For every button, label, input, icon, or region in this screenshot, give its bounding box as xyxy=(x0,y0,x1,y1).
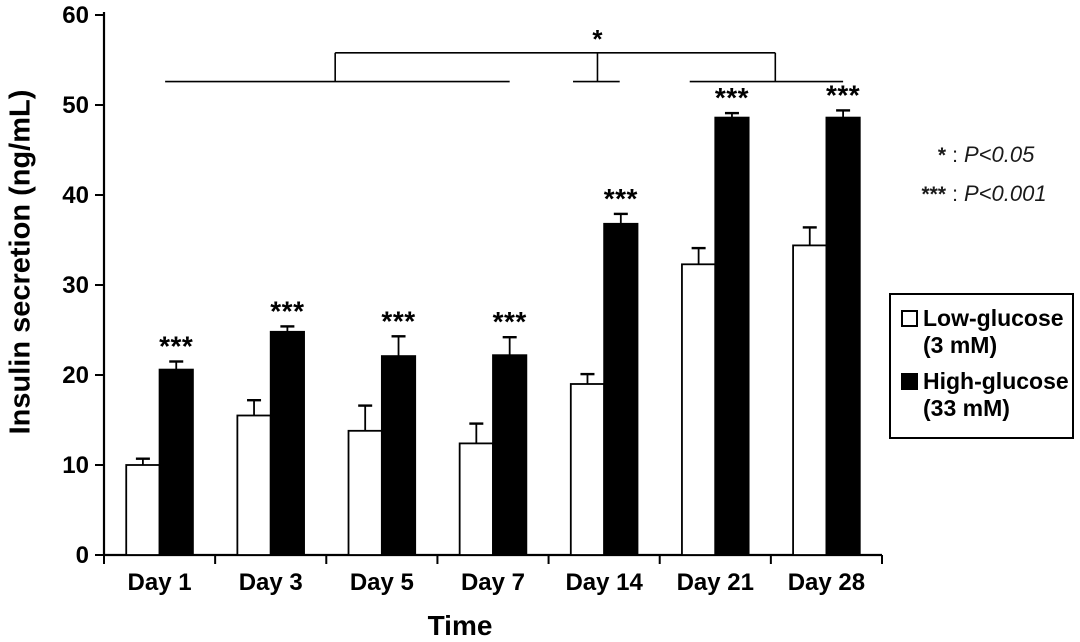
bar-low-glucose-2 xyxy=(236,414,272,556)
bar-low-glucose-7 xyxy=(792,244,828,556)
bar-low-glucose-6 xyxy=(681,263,717,556)
category-label-day-28: Day 28 xyxy=(788,569,865,596)
x-axis-title: Time xyxy=(427,610,493,641)
legend-label-line1: Low-glucose xyxy=(923,305,1064,331)
category-label-day-7: Day 7 xyxy=(461,569,525,596)
legend-label-line2: (3 mM) xyxy=(923,332,998,358)
sig-stars-1: *** xyxy=(159,331,193,362)
sig-stars-5: *** xyxy=(604,183,638,214)
bar-high-glucose-3 xyxy=(380,355,417,556)
y-tick-label-60: 60 xyxy=(62,2,89,29)
category-label-day-5: Day 5 xyxy=(350,569,414,596)
significance-separator: : xyxy=(952,183,958,206)
y-tick-label-20: 20 xyxy=(62,362,89,389)
legend-label-line1: High-glucose xyxy=(923,368,1069,394)
bar-high-glucose-2 xyxy=(269,330,305,556)
sig-stars-4: *** xyxy=(493,306,527,337)
sig-stars-7: *** xyxy=(826,79,860,110)
category-label-day-21: Day 21 xyxy=(677,569,754,596)
y-tick-label-30: 30 xyxy=(62,272,89,299)
category-label-day-1: Day 1 xyxy=(128,569,192,596)
bar-low-glucose-1 xyxy=(125,464,161,556)
sig-stars-2: *** xyxy=(270,295,304,326)
bar-high-glucose-7 xyxy=(825,116,861,556)
bar-high-glucose-1 xyxy=(158,368,194,556)
bar-high-glucose-6 xyxy=(714,116,750,556)
significance-separator: : xyxy=(952,144,958,167)
bar-low-glucose-3 xyxy=(347,429,383,556)
category-label-day-3: Day 3 xyxy=(239,569,303,596)
significance-symbol: *** xyxy=(921,183,946,206)
high-glucose-swatch xyxy=(901,373,918,390)
category-label-day-14: Day 14 xyxy=(565,569,643,596)
bracket-sig-star: * xyxy=(592,24,603,54)
bar-high-glucose-5 xyxy=(603,222,639,556)
y-tick-label-0: 0 xyxy=(76,542,89,569)
legend: Low-glucose (3 mM) High-glucose (33 mM) xyxy=(889,293,1074,439)
sig-stars-6: *** xyxy=(715,82,749,113)
bar-high-glucose-4 xyxy=(492,354,528,556)
y-tick-label-40: 40 xyxy=(62,182,89,209)
y-tick-label-50: 50 xyxy=(62,92,89,119)
bar-low-glucose-5 xyxy=(569,383,606,556)
significance-note-p001: *** : P<0.001 xyxy=(888,181,1068,207)
legend-label-high-glucose: High-glucose (33 mM) xyxy=(923,368,1069,422)
y-tick-label-10: 10 xyxy=(62,452,89,479)
significance-meaning: P<0.001 xyxy=(964,181,1047,206)
legend-item-low-glucose: Low-glucose (3 mM) xyxy=(901,305,1064,359)
bar-low-glucose-4 xyxy=(458,442,494,556)
significance-key: * : P<0.05 *** : P<0.001 xyxy=(888,142,1068,220)
legend-item-high-glucose: High-glucose (33 mM) xyxy=(901,368,1069,422)
significance-note-p05: * : P<0.05 xyxy=(888,142,1068,168)
legend-label-line2: (33 mM) xyxy=(923,395,1010,421)
y-axis-title: Insulin secretion (ng/mL) xyxy=(4,89,37,435)
significance-meaning: P<0.05 xyxy=(964,142,1035,167)
sig-stars-3: *** xyxy=(381,305,415,336)
significance-symbol: * xyxy=(937,144,946,167)
legend-label-low-glucose: Low-glucose (3 mM) xyxy=(923,305,1064,359)
low-glucose-swatch xyxy=(901,310,918,327)
